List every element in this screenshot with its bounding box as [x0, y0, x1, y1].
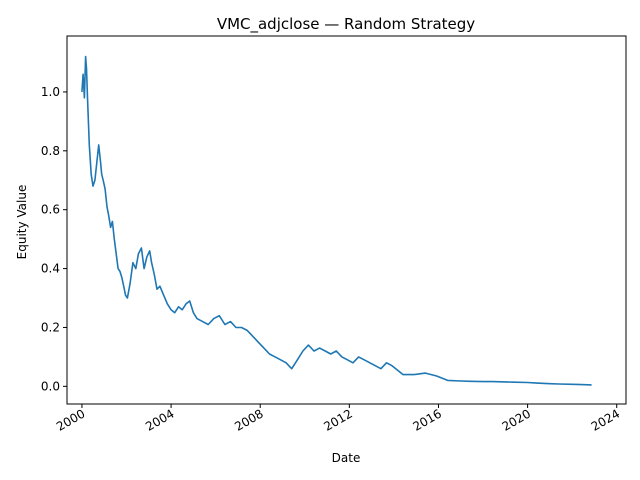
y-tick-label: 0.4	[41, 262, 60, 276]
y-tick-label: 0.0	[41, 379, 60, 393]
series-line-0	[81, 55, 592, 386]
y-tick-label: 0.8	[41, 144, 60, 158]
y-tick-label: 1.0	[41, 85, 60, 99]
y-tick-label: 0.6	[41, 203, 60, 217]
y-tick-label: 0.2	[41, 320, 60, 334]
x-axis-label: Date	[332, 451, 361, 465]
plot-frame	[66, 35, 627, 405]
chart-title: VMC_adjclose — Random Strategy	[217, 15, 475, 34]
y-axis: 0.0 0.2 0.4 0.6 0.8 1.0	[41, 85, 67, 393]
y-axis-label: Equity Value	[15, 185, 29, 260]
series-layer	[81, 55, 592, 386]
